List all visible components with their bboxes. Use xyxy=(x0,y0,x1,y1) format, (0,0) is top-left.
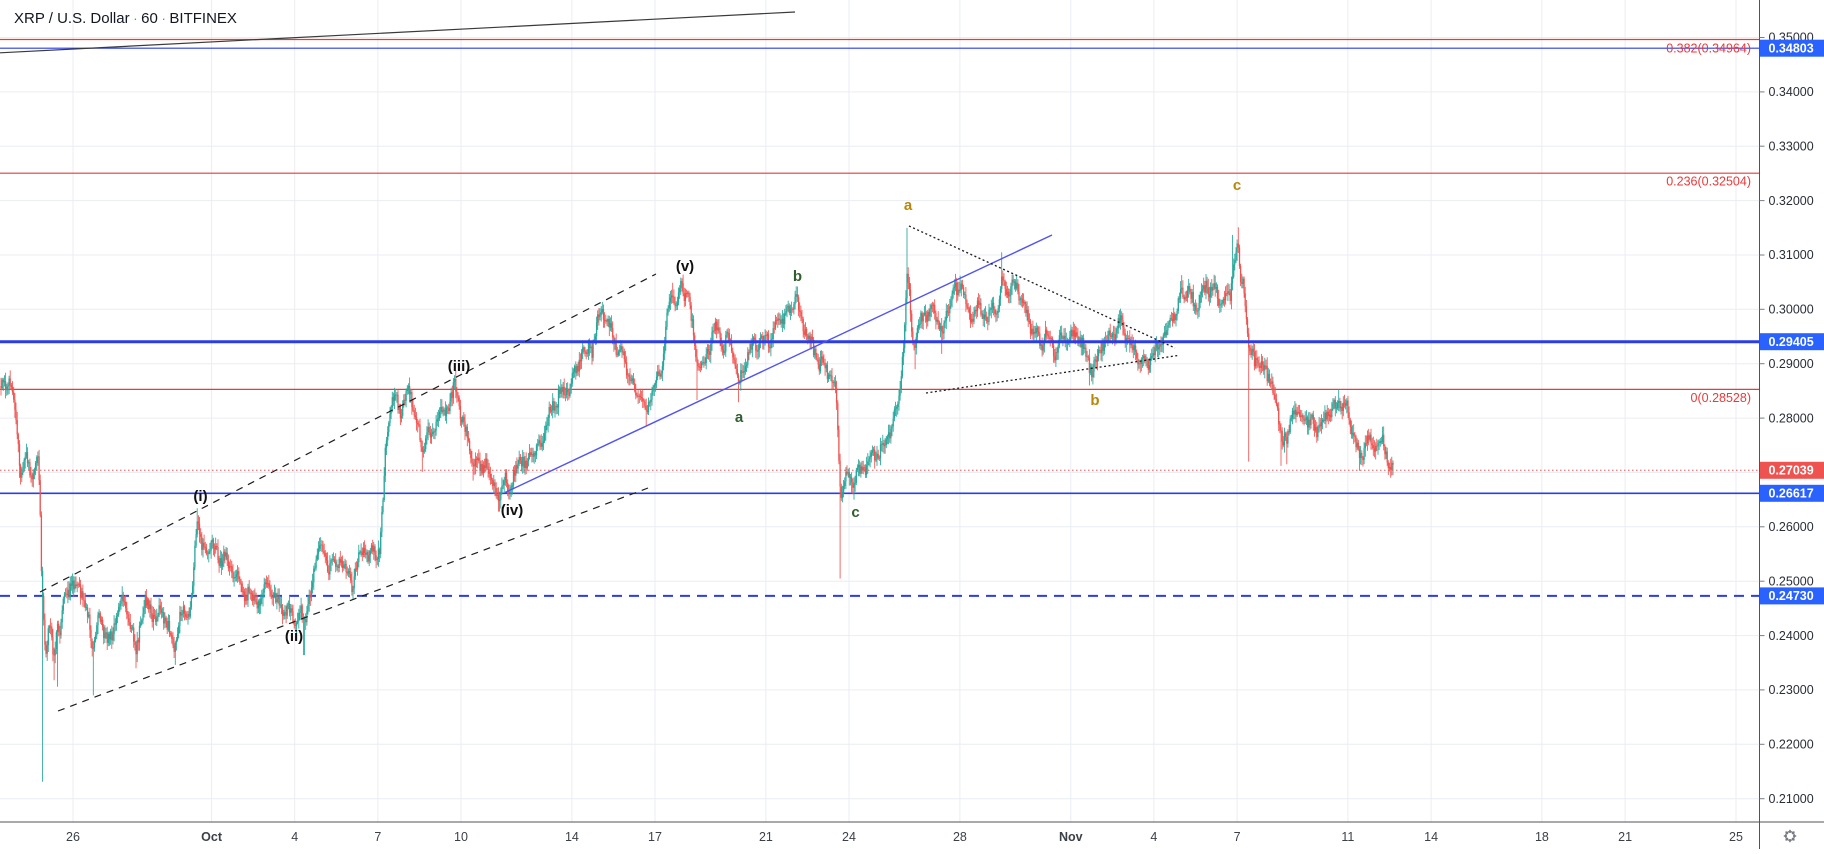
svg-text:0.24730: 0.24730 xyxy=(1769,589,1814,603)
svg-text:(iv): (iv) xyxy=(501,502,524,519)
svg-text:0.26617: 0.26617 xyxy=(1769,487,1814,501)
svg-text:0(0.28528): 0(0.28528) xyxy=(1691,391,1751,405)
svg-text:a: a xyxy=(904,197,913,214)
svg-text:14: 14 xyxy=(565,830,579,844)
svg-text:0.31000: 0.31000 xyxy=(1769,248,1814,262)
svg-text:25: 25 xyxy=(1729,830,1743,844)
svg-text:0.32000: 0.32000 xyxy=(1769,194,1814,208)
svg-text:21: 21 xyxy=(1618,830,1632,844)
svg-text:0.33000: 0.33000 xyxy=(1769,139,1814,153)
svg-text:11: 11 xyxy=(1341,830,1354,844)
svg-text:10: 10 xyxy=(454,830,468,844)
svg-text:Oct: Oct xyxy=(201,830,223,844)
svg-text:14: 14 xyxy=(1424,830,1438,844)
svg-text:0.30000: 0.30000 xyxy=(1769,303,1814,317)
svg-text:a: a xyxy=(735,409,744,426)
svg-text:b: b xyxy=(793,268,802,285)
svg-text:28: 28 xyxy=(953,830,967,844)
svg-text:Nov: Nov xyxy=(1059,830,1083,844)
svg-text:XRP / U.S. Dollar · 60 · BITFI: XRP / U.S. Dollar · 60 · BITFINEX xyxy=(14,10,237,27)
svg-text:c: c xyxy=(851,504,859,521)
svg-text:0.34000: 0.34000 xyxy=(1769,85,1814,99)
svg-text:0.26000: 0.26000 xyxy=(1769,520,1814,534)
svg-text:0.21000: 0.21000 xyxy=(1769,792,1814,806)
svg-text:7: 7 xyxy=(374,830,381,844)
svg-text:0.236(0.32504): 0.236(0.32504) xyxy=(1666,175,1751,189)
svg-text:0.27039: 0.27039 xyxy=(1769,464,1814,478)
svg-text:0.23000: 0.23000 xyxy=(1769,683,1814,697)
svg-text:0.29000: 0.29000 xyxy=(1769,357,1814,371)
svg-text:c: c xyxy=(1233,177,1241,194)
svg-text:21: 21 xyxy=(759,830,773,844)
svg-text:0.22000: 0.22000 xyxy=(1769,738,1814,752)
svg-text:(i): (i) xyxy=(193,488,207,505)
svg-text:7: 7 xyxy=(1234,830,1241,844)
svg-text:b: b xyxy=(1090,392,1099,409)
svg-text:(iii): (iii) xyxy=(448,358,471,375)
svg-text:(v): (v) xyxy=(676,258,694,275)
svg-text:4: 4 xyxy=(291,830,298,844)
svg-text:(ii): (ii) xyxy=(285,628,303,645)
svg-text:26: 26 xyxy=(66,830,80,844)
svg-text:0.25000: 0.25000 xyxy=(1769,574,1814,588)
svg-text:0.382(0.34964): 0.382(0.34964) xyxy=(1666,42,1751,56)
svg-text:0.24000: 0.24000 xyxy=(1769,629,1814,643)
svg-text:0.28000: 0.28000 xyxy=(1769,411,1814,425)
svg-text:4: 4 xyxy=(1150,830,1157,844)
svg-text:24: 24 xyxy=(842,830,856,844)
svg-text:17: 17 xyxy=(648,830,662,844)
svg-text:0.34803: 0.34803 xyxy=(1769,41,1814,55)
svg-text:0.29405: 0.29405 xyxy=(1769,335,1814,349)
svg-text:18: 18 xyxy=(1535,830,1549,844)
